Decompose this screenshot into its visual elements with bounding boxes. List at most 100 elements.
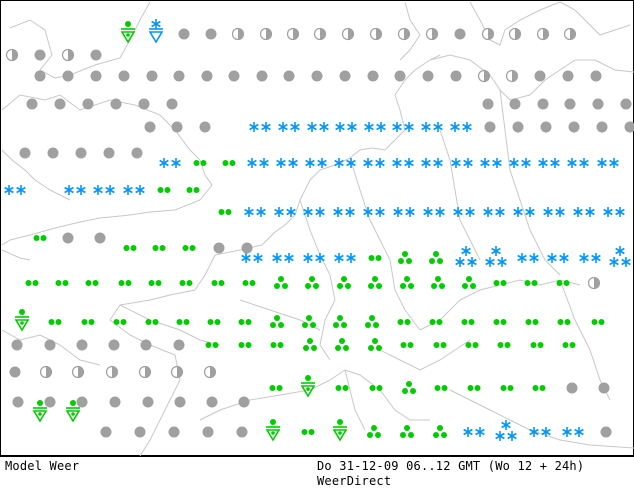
cloudy-icon — [132, 148, 143, 159]
half-cloudy-icon — [73, 367, 84, 378]
cloudy-icon — [368, 71, 379, 82]
cloudy-icon — [77, 340, 88, 351]
cloudy-icon — [20, 148, 31, 159]
cloudy-icon — [599, 383, 610, 394]
cloudy-icon — [203, 427, 214, 438]
half-cloudy-icon — [261, 29, 272, 40]
model-label: Model Weer — [5, 459, 79, 473]
cloudy-icon — [485, 122, 496, 133]
cloudy-icon — [55, 99, 66, 110]
half-cloudy-icon — [233, 29, 244, 40]
cloudy-icon — [565, 99, 576, 110]
cloudy-icon — [510, 99, 521, 110]
cloudy-icon — [83, 99, 94, 110]
cloudy-icon — [101, 427, 112, 438]
cloudy-icon — [10, 367, 21, 378]
cloudy-icon — [35, 50, 46, 61]
cloudy-icon — [207, 397, 218, 408]
cloudy-icon — [621, 99, 632, 110]
cloudy-icon — [174, 71, 185, 82]
cloudy-icon — [111, 99, 122, 110]
half-cloudy-icon — [140, 367, 151, 378]
cloudy-icon — [202, 71, 213, 82]
half-cloudy-icon — [507, 71, 518, 82]
cloudy-icon — [119, 71, 130, 82]
cloudy-icon — [206, 29, 217, 40]
cloudy-icon — [91, 50, 102, 61]
brand-label: WeerDirect — [317, 474, 391, 488]
cloudy-icon — [535, 71, 546, 82]
cloudy-icon — [63, 233, 74, 244]
cloudy-icon — [200, 122, 211, 133]
half-cloudy-icon — [427, 29, 438, 40]
cloudy-icon — [284, 71, 295, 82]
cloudy-icon — [169, 427, 180, 438]
cloudy-icon — [77, 397, 88, 408]
cloudy-icon — [91, 71, 102, 82]
cloudy-icon — [257, 71, 268, 82]
cloudy-icon — [63, 71, 74, 82]
half-cloudy-icon — [172, 367, 183, 378]
half-cloudy-icon — [205, 367, 216, 378]
half-cloudy-icon — [41, 367, 52, 378]
cloudy-icon — [513, 122, 524, 133]
cloudy-icon — [340, 71, 351, 82]
cloudy-icon — [143, 397, 154, 408]
cloudy-icon — [601, 427, 612, 438]
cloudy-icon — [175, 397, 186, 408]
cloudy-icon — [395, 71, 406, 82]
half-cloudy-icon — [371, 29, 382, 40]
half-cloudy-icon — [63, 50, 74, 61]
cloudy-icon — [45, 397, 56, 408]
cloudy-icon — [541, 122, 552, 133]
cloudy-icon — [35, 71, 46, 82]
cloudy-icon — [110, 397, 121, 408]
half-cloudy-icon — [343, 29, 354, 40]
cloudy-icon — [139, 99, 150, 110]
cloudy-icon — [135, 427, 146, 438]
cloudy-icon — [104, 148, 115, 159]
forecast-date: Do 31-12-09 06..12 GMT (Wo 12 + 24h) — [317, 459, 584, 473]
cloudy-icon — [179, 29, 190, 40]
map-frame-border — [1, 1, 634, 456]
half-cloudy-icon — [7, 50, 18, 61]
cloudy-icon — [214, 243, 225, 254]
cloudy-icon — [95, 233, 106, 244]
cloudy-icon — [174, 340, 185, 351]
weather-map — [0, 0, 634, 456]
cloudy-icon — [591, 71, 602, 82]
cloudy-icon — [239, 397, 250, 408]
half-cloudy-icon — [315, 29, 326, 40]
cloudy-icon — [172, 122, 183, 133]
cloudy-icon — [27, 99, 38, 110]
cloudy-icon — [423, 71, 434, 82]
cloudy-icon — [483, 99, 494, 110]
cloudy-icon — [12, 340, 23, 351]
map-footer: Model Weer Do 31-12-09 06..12 GMT (Wo 12… — [0, 456, 634, 491]
cloudy-icon — [597, 122, 608, 133]
cloudy-icon — [109, 340, 120, 351]
cloudy-icon — [167, 99, 178, 110]
cloudy-icon — [538, 99, 549, 110]
half-cloudy-icon — [538, 29, 549, 40]
cloudy-icon — [76, 148, 87, 159]
half-cloudy-icon — [399, 29, 410, 40]
cloudy-icon — [567, 383, 578, 394]
cloudy-icon — [242, 243, 253, 254]
half-cloudy-icon — [510, 29, 521, 40]
cloudy-icon — [13, 397, 24, 408]
cloudy-icon — [312, 71, 323, 82]
cloudy-icon — [569, 122, 580, 133]
cloudy-icon — [141, 340, 152, 351]
half-cloudy-icon — [483, 29, 494, 40]
half-cloudy-icon — [107, 367, 118, 378]
cloudy-icon — [145, 122, 156, 133]
half-cloudy-icon — [479, 71, 490, 82]
cloudy-icon — [147, 71, 158, 82]
half-cloudy-icon — [589, 278, 600, 289]
cloudy-icon — [455, 29, 466, 40]
cloudy-icon — [237, 427, 248, 438]
cloudy-icon — [229, 71, 240, 82]
cloudy-icon — [48, 148, 59, 159]
cloudy-icon — [45, 340, 56, 351]
